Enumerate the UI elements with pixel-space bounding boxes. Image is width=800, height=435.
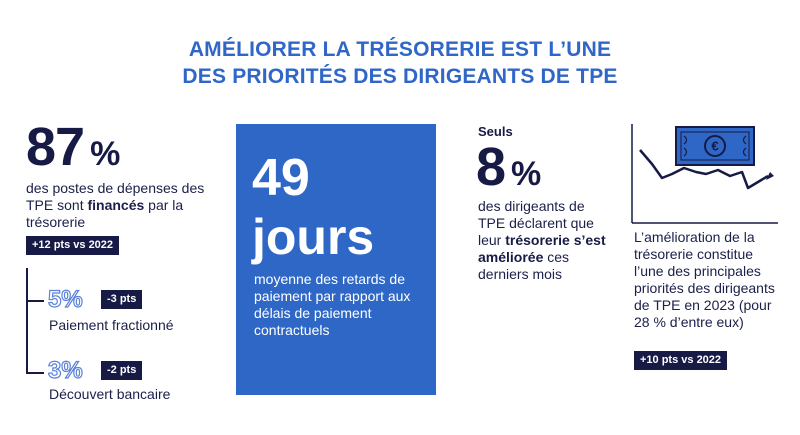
- sub-stat-value: 3%: [47, 357, 83, 384]
- sub-stat-label: Découvert bancaire: [49, 386, 171, 402]
- emphasis-text: trésorerie s’est améliorée: [478, 232, 606, 265]
- stat-87-percent: 87%: [26, 120, 120, 188]
- euro-banknote-trend-icon: €: [631, 124, 778, 224]
- svg-text:€: €: [711, 139, 718, 154]
- stat-unit: %: [90, 135, 121, 173]
- stat-value: 87: [26, 117, 85, 177]
- tree-connector-vertical: [26, 268, 28, 372]
- tree-connector-branch: [26, 372, 44, 374]
- stat-49-days-card: 49 jours moyenne des retards de paiement…: [236, 124, 436, 395]
- infographic-title: AMÉLIORER LA TRÉSORERIE EST L’UNE DES PR…: [0, 36, 800, 90]
- title-line-1: AMÉLIORER LA TRÉSORERIE EST L’UNE: [188, 38, 612, 61]
- stat-unit: %: [511, 155, 542, 193]
- stat-description: L’amélioration de la trésorerie constitu…: [634, 229, 775, 330]
- emphasis-text: financés: [87, 197, 145, 213]
- stat-value: 49: [252, 149, 310, 207]
- stat-intro: Seuls: [478, 124, 513, 139]
- banknote-icon: €: [675, 126, 755, 166]
- tree-connector-branch: [26, 300, 44, 302]
- stat-value: 8: [476, 137, 506, 197]
- sub-stat-badge: -2 pts: [101, 361, 143, 380]
- trend-badge: +12 pts vs 2022: [26, 236, 120, 255]
- trend-badge: +10 pts vs 2022: [634, 351, 728, 370]
- stat-description: moyenne des retards de paiement par rapp…: [254, 271, 411, 338]
- sub-stat-value: 5%: [47, 286, 83, 313]
- stat-8-percent: 8%: [476, 140, 541, 208]
- stat-description: des postes de dépenses des TPE sont fina…: [26, 180, 205, 230]
- sub-stat-label: Paiement fractionné: [49, 317, 174, 333]
- title-line-2: DES PRIORITÉS DES DIRIGEANTS DE TPE: [182, 65, 618, 88]
- sub-stat-badge: -3 pts: [101, 290, 143, 309]
- stat-description: des dirigeants de TPE déclarent que leur…: [478, 198, 606, 282]
- stat-unit: jours: [252, 209, 375, 265]
